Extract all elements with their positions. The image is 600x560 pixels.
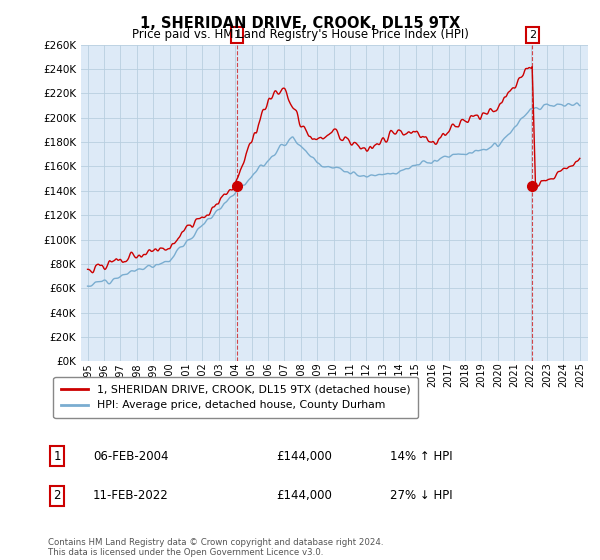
- Text: 1: 1: [233, 30, 241, 40]
- Text: 2: 2: [53, 489, 61, 502]
- Legend: 1, SHERIDAN DRIVE, CROOK, DL15 9TX (detached house), HPI: Average price, detache: 1, SHERIDAN DRIVE, CROOK, DL15 9TX (deta…: [53, 377, 418, 418]
- Text: Price paid vs. HM Land Registry's House Price Index (HPI): Price paid vs. HM Land Registry's House …: [131, 28, 469, 41]
- Text: 2: 2: [529, 30, 536, 40]
- Text: £144,000: £144,000: [276, 450, 332, 463]
- Text: Contains HM Land Registry data © Crown copyright and database right 2024.
This d: Contains HM Land Registry data © Crown c…: [48, 538, 383, 557]
- Text: 27% ↓ HPI: 27% ↓ HPI: [390, 489, 452, 502]
- Text: 1: 1: [53, 450, 61, 463]
- Text: 1, SHERIDAN DRIVE, CROOK, DL15 9TX: 1, SHERIDAN DRIVE, CROOK, DL15 9TX: [140, 16, 460, 31]
- Text: 06-FEB-2004: 06-FEB-2004: [93, 450, 169, 463]
- Text: 14% ↑ HPI: 14% ↑ HPI: [390, 450, 452, 463]
- Text: £144,000: £144,000: [276, 489, 332, 502]
- Text: 11-FEB-2022: 11-FEB-2022: [93, 489, 169, 502]
